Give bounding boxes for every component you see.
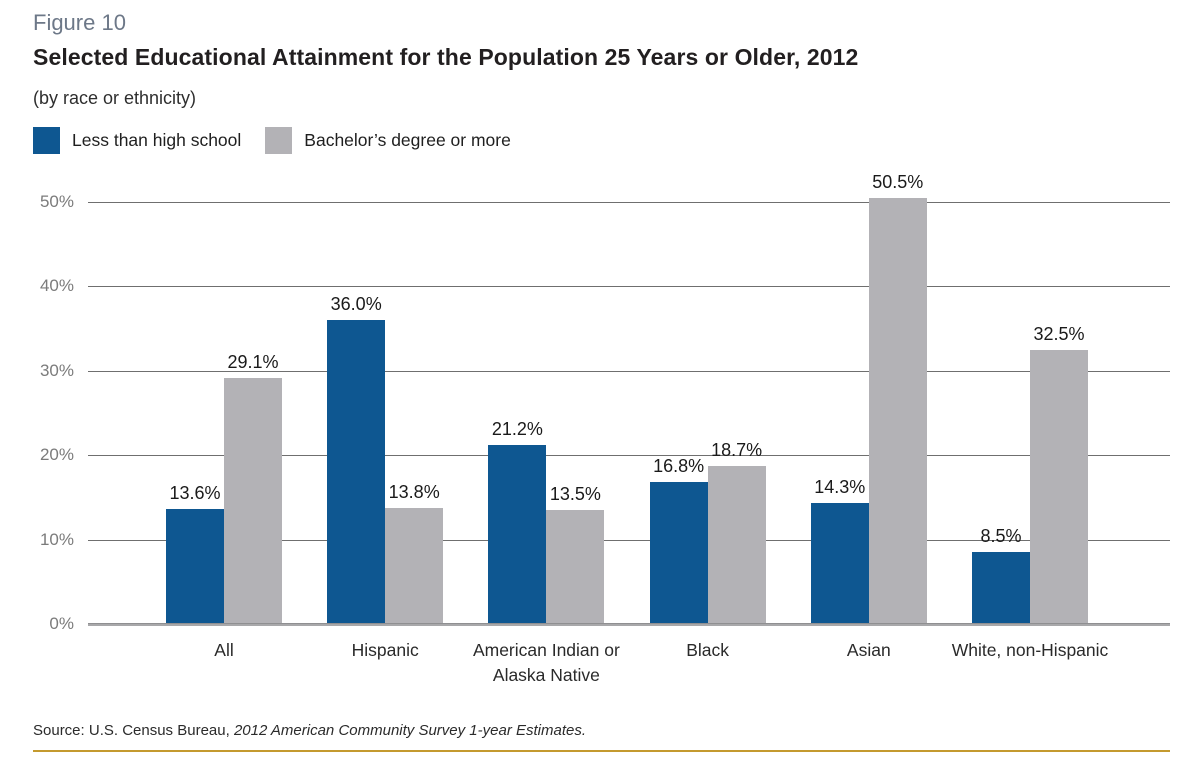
bar-bachelor-s-degree-or-more-hispanic [385,507,444,624]
y-axis-tick-label: 40% [39,276,74,296]
y-axis-tick-label: 20% [39,445,74,465]
legend-label: Less than high school [72,130,242,150]
bar-bachelor-s-degree-or-more-all [224,378,282,624]
source-prefix: Source: U.S. Census Bureau, [33,722,234,739]
gridline-20% [88,455,1170,457]
x-axis-category-label: Asian [846,640,891,660]
bar-less-than-high-school-black [649,482,708,624]
gold-divider-rule [33,750,1170,752]
gridline-50% [88,202,1170,203]
bar-less-than-high-school-all [166,509,224,624]
legend-label: Bachelor’s degree or more [304,130,511,150]
x-axis-category-label: White, non-Hispanic [951,640,1109,660]
y-axis-tick-label: 30% [39,360,74,380]
bar-value-label: 36.0% [330,294,382,315]
legend-swatch-gray [265,127,293,154]
bar-value-label: 13.6% [169,483,221,504]
gridline-10% [88,539,1170,541]
figure-label: Figure 10 [33,10,126,35]
chart-title: Selected Educational Attainment for the … [33,44,859,70]
x-axis-category-label: All [214,640,234,660]
x-axis-baseline [88,623,1170,626]
plot-area: 0% 10% 20% 30% 40% 50% 13.6% 29.1% All 36.0% 13.8%… [40,172,1170,685]
y-axis-tick-label: 50% [39,192,74,211]
bar-value-label: 50.5% [872,171,924,192]
y-axis-tick-label: 10% [39,529,74,549]
source-citation: 2012 American Community Survey 1-year Es… [233,722,587,739]
legend-item-bachelors-degree-or-more: Bachelor’s degree or more [265,127,511,154]
bar-value-label: 21.2% [491,419,543,440]
chart-legend: Less than high school Bachelor’s degree … [33,127,511,154]
legend-item-less-than-high-school: Less than high school [33,127,241,154]
bar-less-than-high-school-american-indian-or-alaska-native [488,445,547,624]
y-axis-tick-label: 0% [49,614,74,633]
x-axis-category-label: Hispanic [351,640,419,660]
bar-value-label: 18.7% [711,440,763,461]
bar-value-label: 8.5% [980,526,1022,547]
bar-value-label: 14.3% [814,477,866,498]
gridline-30% [88,370,1170,372]
bar-value-label: 13.8% [388,481,440,502]
bar-less-than-high-school-hispanic [327,320,386,624]
bar-less-than-high-school-asian [810,503,869,624]
chart-subtitle: (by race or ethnicity) [33,88,197,108]
gridline-40% [88,286,1170,288]
bar-bachelor-s-degree-or-more-black [707,466,766,624]
bar-bachelor-s-degree-or-more-asian [868,197,927,624]
bar-bachelor-s-degree-or-more-white-non-hispanic [1030,349,1088,624]
bar-less-than-high-school-white-non-hispanic [972,552,1030,624]
bar-value-label: 13.5% [549,484,601,505]
x-axis-category-label: Black [686,640,729,660]
bar-value-label: 16.8% [653,456,705,477]
bar-value-label: 29.1% [227,352,279,373]
bar-value-label: 32.5% [1033,323,1085,344]
source-note: Source: U.S. Census Bureau, 2012 America… [33,722,586,739]
x-axis-category-label: American Indian or Alaska Native [472,640,620,685]
bar-bachelor-s-degree-or-more-american-indian-or-alaska-native [546,510,605,624]
legend-swatch-blue [33,127,60,154]
